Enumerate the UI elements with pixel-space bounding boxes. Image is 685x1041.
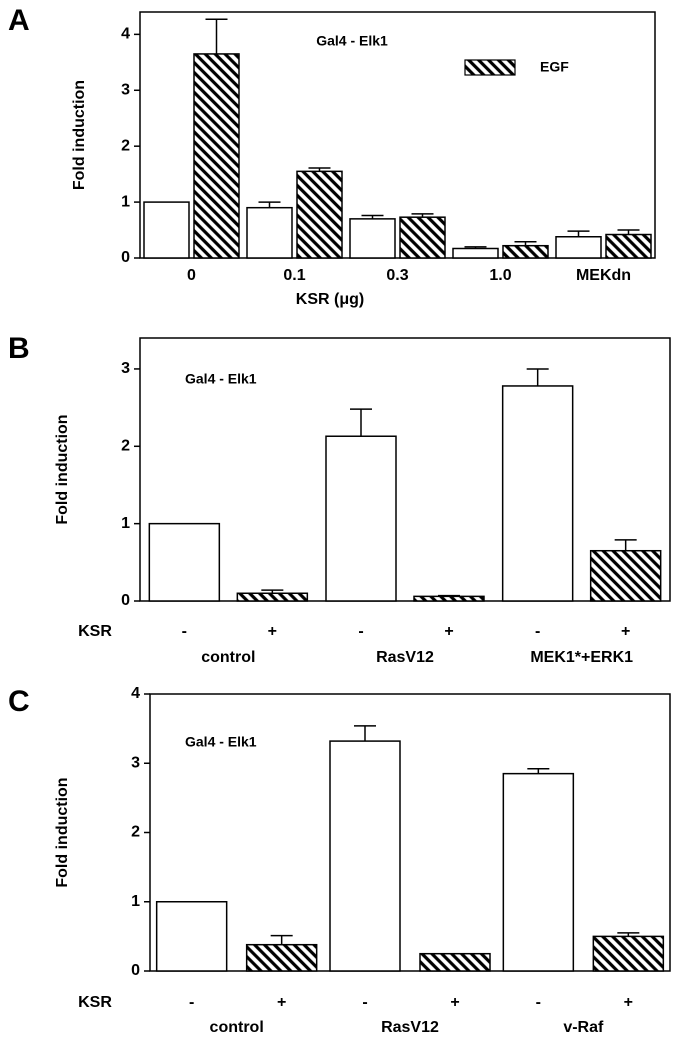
annotation: Gal4 - Elk1 xyxy=(316,33,388,49)
y-tick-label: 1 xyxy=(131,893,140,910)
series-sign: - xyxy=(362,994,367,1011)
annotation: Gal4 - Elk1 xyxy=(185,734,257,750)
plot-frame xyxy=(139,11,656,259)
y-axis-title: Fold induction xyxy=(54,777,71,887)
y-tick-label: 4 xyxy=(131,685,140,702)
series-sign: - xyxy=(536,994,541,1011)
y-tick-label: 3 xyxy=(131,754,140,771)
y-tick-label: 3 xyxy=(121,360,130,377)
row-label: KSR xyxy=(78,623,112,640)
series-sign: - xyxy=(535,623,540,640)
y-axis-title: Fold induction xyxy=(54,414,71,524)
y-axis-title: Fold induction xyxy=(71,80,88,190)
y-tick-label: 2 xyxy=(121,137,130,154)
row-label: KSR xyxy=(78,994,112,1011)
series-sign: - xyxy=(182,623,187,640)
y-tick-label: 3 xyxy=(121,81,130,98)
x-tick-label: v-Raf xyxy=(563,1019,604,1036)
x-tick-label: 1.0 xyxy=(489,267,511,284)
y-tick-label: 1 xyxy=(121,515,130,532)
x-tick-label: 0.3 xyxy=(386,267,408,284)
bar xyxy=(502,244,549,259)
x-tick-label: 0.1 xyxy=(283,267,305,284)
bar xyxy=(349,218,396,259)
bar xyxy=(246,206,293,259)
bar xyxy=(236,592,309,602)
y-tick-label: 2 xyxy=(131,824,140,841)
bar xyxy=(589,549,662,602)
y-tick-label: 0 xyxy=(131,962,140,979)
y-tick-label: 0 xyxy=(121,249,130,266)
panel-letter: B xyxy=(8,332,30,365)
x-axis-title: KSR (μg) xyxy=(296,291,364,308)
series-sign: + xyxy=(624,994,633,1011)
series-sign: + xyxy=(268,623,277,640)
bar xyxy=(329,740,401,972)
x-tick-label: MEK1*+ERK1 xyxy=(530,649,633,666)
bar xyxy=(592,935,665,972)
x-tick-label: RasV12 xyxy=(376,649,434,666)
series-sign: + xyxy=(450,994,459,1011)
y-tick-label: 1 xyxy=(121,193,130,210)
annotation: Gal4 - Elk1 xyxy=(185,371,257,387)
series-sign: - xyxy=(189,994,194,1011)
legend-label: EGF xyxy=(540,59,569,75)
x-tick-label: 0 xyxy=(187,267,196,284)
y-tick-label: 0 xyxy=(121,592,130,609)
bar xyxy=(143,201,190,259)
series-sign: - xyxy=(358,623,363,640)
x-tick-label: RasV12 xyxy=(381,1019,439,1036)
bar xyxy=(502,772,575,972)
bar xyxy=(193,53,240,259)
x-tick-label: MEKdn xyxy=(576,267,631,284)
bar xyxy=(419,952,491,972)
series-sign: + xyxy=(444,623,453,640)
bar xyxy=(155,901,228,972)
y-tick-label: 2 xyxy=(121,438,130,455)
bar xyxy=(399,216,446,259)
bar xyxy=(605,233,652,259)
bar xyxy=(245,943,318,972)
series-sign: + xyxy=(621,623,630,640)
bar xyxy=(555,236,602,259)
bar xyxy=(325,435,397,602)
bar xyxy=(296,170,343,259)
bar xyxy=(148,522,221,602)
panel-letter: C xyxy=(8,685,30,718)
x-tick-label: control xyxy=(201,649,255,666)
series-sign: + xyxy=(277,994,286,1011)
x-tick-label: control xyxy=(210,1019,264,1036)
legend-swatch xyxy=(464,59,516,76)
bar xyxy=(501,385,574,602)
panel-letter: A xyxy=(8,4,30,37)
bar xyxy=(413,595,485,602)
y-tick-label: 4 xyxy=(121,26,130,43)
bar xyxy=(452,247,499,259)
plot-frame xyxy=(139,337,671,602)
